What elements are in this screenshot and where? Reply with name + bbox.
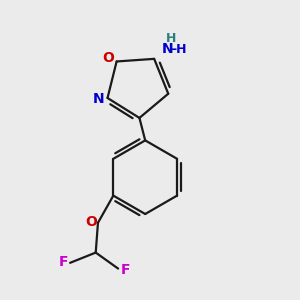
- Text: F: F: [58, 255, 68, 269]
- Text: H: H: [166, 32, 176, 45]
- Text: O: O: [103, 51, 115, 65]
- Text: F: F: [120, 263, 130, 277]
- Text: O: O: [85, 215, 98, 229]
- Text: –H: –H: [171, 43, 187, 56]
- Text: N: N: [162, 42, 174, 56]
- Text: N: N: [93, 92, 104, 106]
